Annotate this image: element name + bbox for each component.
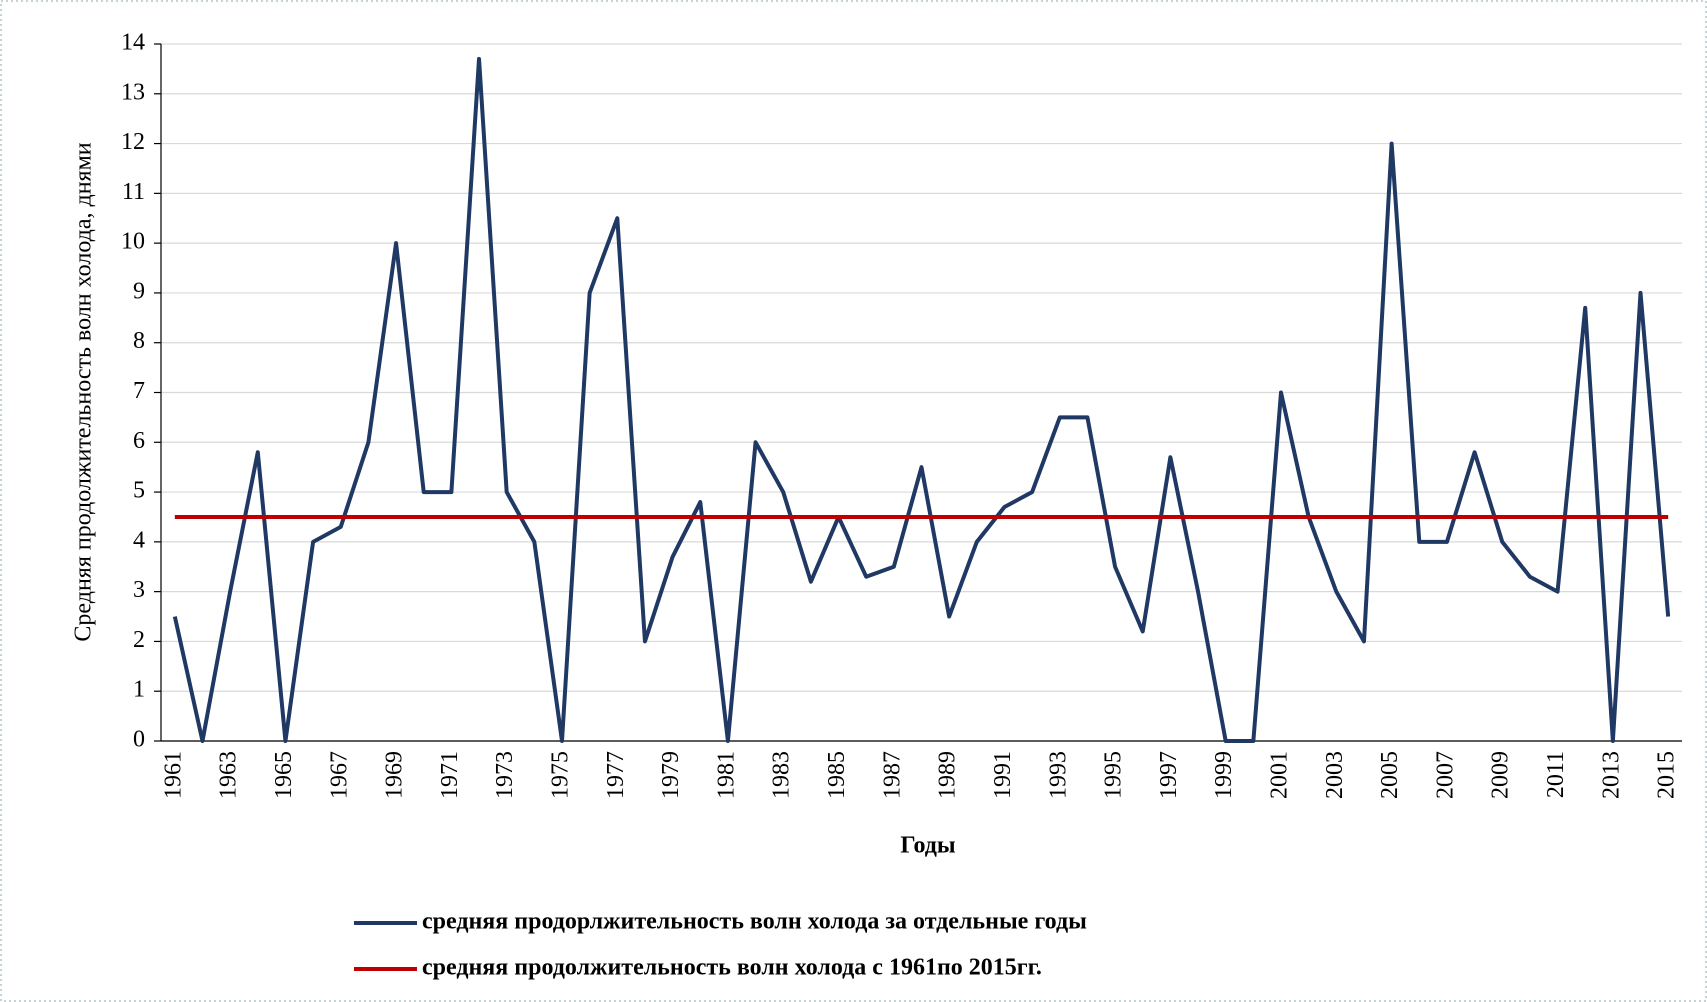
y-tick-label: 3 [133, 577, 145, 603]
y-tick-label: 5 [133, 478, 145, 504]
y-tick-label: 4 [133, 527, 145, 553]
x-tick-label: 1961 [160, 751, 186, 799]
x-tick-label: 1967 [326, 751, 352, 799]
x-tick-label: 2011 [1543, 751, 1569, 798]
y-tick-label: 11 [122, 179, 145, 205]
x-tick-label: 1997 [1156, 751, 1182, 799]
x-tick-label: 2005 [1377, 751, 1403, 799]
y-axis-label: Средняя продолжительность волн холода, д… [71, 142, 97, 641]
x-tick-label: 1969 [382, 751, 408, 799]
x-tick-label: 1993 [1045, 751, 1071, 799]
x-tick-label: 2001 [1267, 751, 1293, 799]
y-tick-label: 13 [121, 79, 145, 105]
x-tick-label: 2015 [1654, 751, 1680, 799]
x-tick-label: 1991 [990, 751, 1016, 799]
y-tick-label: 6 [133, 428, 145, 454]
y-tick-label: 7 [133, 378, 145, 404]
x-tick-label: 1983 [769, 751, 795, 799]
x-tick-label: 1987 [879, 751, 905, 799]
y-tick-label: 10 [121, 229, 145, 255]
legend-label: средняя продолжительность волн холода с … [422, 955, 1042, 981]
y-tick-label: 2 [133, 627, 145, 653]
x-axis-label: Годы [900, 833, 956, 859]
y-tick-label: 0 [133, 727, 145, 753]
x-tick-label: 2003 [1322, 751, 1348, 799]
x-tick-label: 1977 [603, 751, 629, 799]
x-tick-label: 1981 [713, 751, 739, 799]
x-tick-label: 1985 [824, 751, 850, 799]
x-tick-label: 1971 [437, 751, 463, 799]
y-tick-label: 1 [133, 677, 145, 703]
y-tick-label: 14 [121, 30, 145, 56]
x-tick-label: 1995 [1101, 751, 1127, 799]
x-tick-label: 1963 [216, 751, 242, 799]
y-tick-label: 12 [121, 129, 145, 155]
x-tick-label: 1975 [547, 751, 573, 799]
x-tick-label: 1989 [935, 751, 961, 799]
y-tick-label: 8 [133, 328, 145, 354]
x-tick-label: 1973 [492, 751, 518, 799]
data-line [172, 56, 1671, 743]
x-tick-label: 2009 [1488, 751, 1514, 799]
x-tick-label: 1979 [658, 751, 684, 799]
x-tick-label: 2013 [1598, 751, 1624, 799]
legend-label: средняя продорлжительность волн холода з… [422, 909, 1087, 935]
y-tick-label: 9 [133, 278, 145, 304]
x-tick-label: 1999 [1211, 751, 1237, 799]
x-tick-label: 1965 [271, 751, 297, 799]
x-tick-label: 2007 [1432, 751, 1458, 799]
